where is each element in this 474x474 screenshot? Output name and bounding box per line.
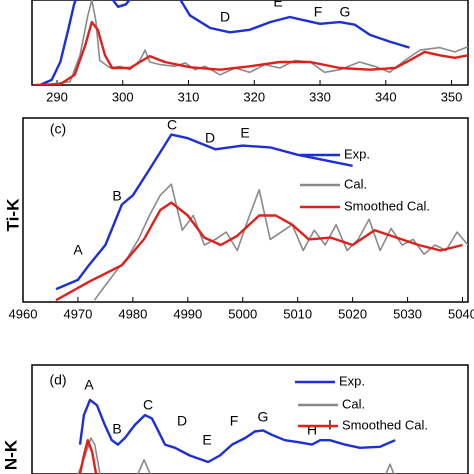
peak-label: G bbox=[340, 4, 351, 20]
plot-frame bbox=[22, 117, 469, 303]
peak-label: D bbox=[177, 413, 187, 429]
peak-label: C bbox=[167, 117, 177, 133]
x-tick-label: 5030 bbox=[393, 306, 422, 321]
x-tick-label: 320 bbox=[243, 89, 265, 104]
x-tick-label: 5010 bbox=[283, 306, 312, 321]
peak-label: G bbox=[258, 409, 269, 425]
y-axis-label: N-K bbox=[1, 439, 20, 470]
peak-label: D bbox=[205, 130, 215, 146]
x-tick-label: 4970 bbox=[63, 306, 92, 321]
legend-label: Exp. bbox=[339, 373, 365, 388]
x-tick-label: 310 bbox=[178, 89, 200, 104]
peak-label: H bbox=[307, 422, 317, 438]
peak-label: A bbox=[73, 242, 83, 258]
peak-label: F bbox=[230, 413, 239, 429]
plot-frame bbox=[31, 364, 469, 474]
x-tick-label: 5020 bbox=[338, 306, 367, 321]
x-tick-label: 290 bbox=[46, 89, 68, 104]
x-tick-label: 4990 bbox=[173, 306, 202, 321]
series-line bbox=[55, 133, 353, 291]
series-line bbox=[39, 0, 410, 85]
panel: 4960 4970 4980 4990 5000 5010 5020 5030 5040 A B C D… bbox=[3, 117, 474, 322]
panel-label: (d) bbox=[49, 372, 66, 388]
series-line bbox=[35, 20, 468, 85]
x-tick-label: 5000 bbox=[228, 306, 257, 321]
peak-label: A bbox=[84, 377, 94, 393]
x-tick-label: 340 bbox=[375, 89, 397, 104]
legend-label: Cal. bbox=[344, 176, 367, 191]
peak-label: I bbox=[328, 417, 332, 433]
peak-label: B bbox=[112, 421, 121, 437]
peak-label: E bbox=[240, 125, 249, 141]
x-tick-label: 4960 bbox=[9, 306, 38, 321]
legend-label: Smoothed Cal. bbox=[344, 198, 430, 213]
y-axis-label: Ti-K bbox=[3, 198, 22, 231]
legend-label: Cal. bbox=[342, 396, 365, 411]
series-line bbox=[93, 183, 468, 301]
plot-area bbox=[55, 133, 468, 302]
x-tick-label: 5040 bbox=[448, 306, 474, 321]
panel: A B C DE F G H I (d) N-K Exp. Cal. Smoothed Cal. bbox=[1, 364, 469, 474]
plot-area bbox=[35, 0, 468, 85]
legend-label: Smoothed Cal. bbox=[342, 417, 428, 432]
series-line bbox=[55, 201, 463, 302]
x-tick-label: 350 bbox=[441, 89, 463, 104]
peak-label: B bbox=[112, 188, 121, 204]
plot-frame bbox=[31, 0, 469, 86]
plot-area bbox=[77, 398, 396, 474]
peak-label: E bbox=[273, 0, 282, 10]
peak-label: E bbox=[202, 432, 211, 448]
series-line bbox=[78, 439, 98, 474]
peak-label: D bbox=[220, 9, 230, 25]
series-line bbox=[78, 398, 396, 464]
panel-label: (c) bbox=[50, 121, 66, 137]
x-tick-label: 330 bbox=[309, 89, 331, 104]
x-tick-label: 300 bbox=[112, 89, 134, 104]
peak-label: F bbox=[314, 4, 323, 20]
x-tick-label: 4980 bbox=[118, 306, 147, 321]
peak-label: C bbox=[143, 397, 153, 413]
legend-label: Exp. bbox=[344, 146, 370, 161]
panel: 290 300 310 320 330 340 350 D E F G bbox=[31, 0, 469, 104]
